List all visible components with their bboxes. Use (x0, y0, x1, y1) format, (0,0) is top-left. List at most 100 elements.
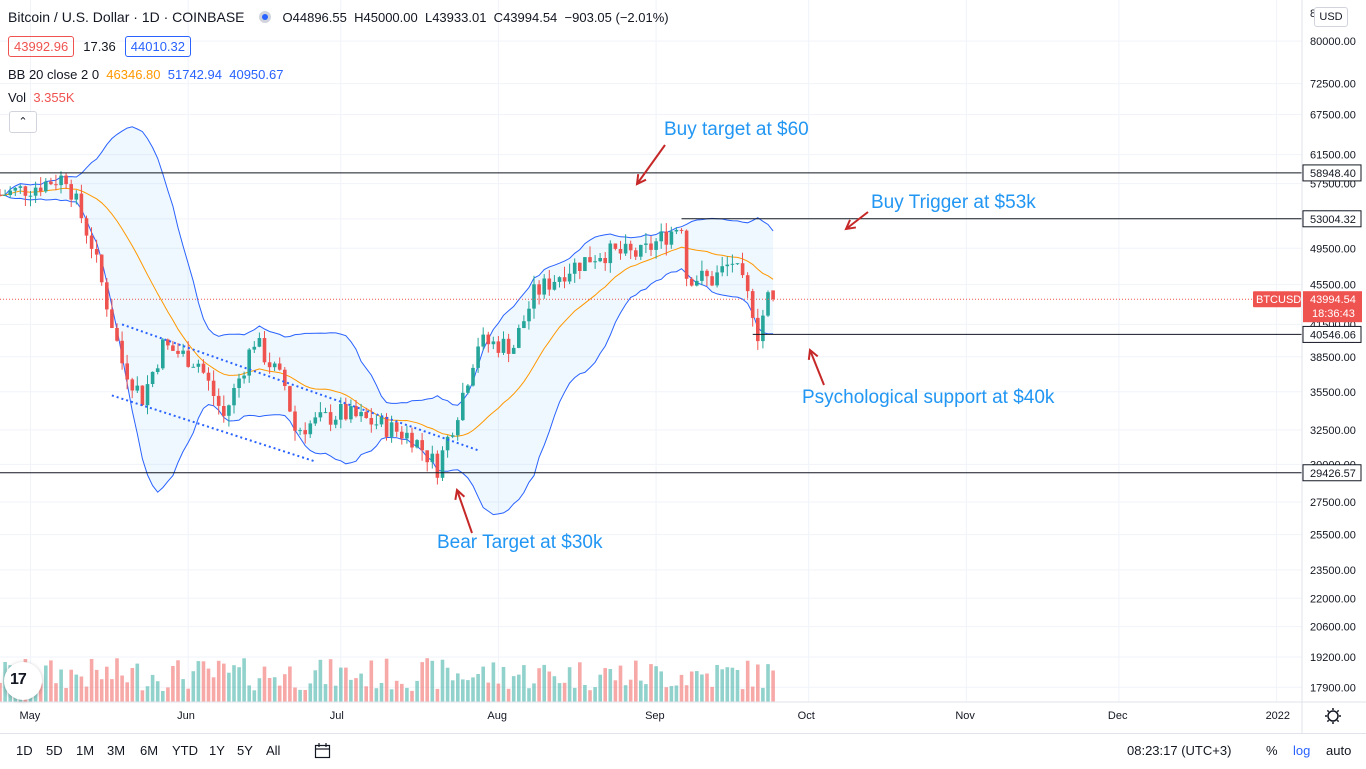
ohlc-readout: O44896.55 H45000.00 L43933.01 C43994.54 … (283, 10, 669, 25)
settings-gear-icon[interactable] (1327, 710, 1339, 722)
vol-label: Vol (8, 90, 27, 105)
candle-body (8, 190, 12, 195)
volume-bar (491, 662, 496, 702)
candle-body (23, 186, 28, 196)
candle-body (740, 263, 745, 276)
candle-body (99, 254, 104, 283)
candle-body (232, 388, 236, 406)
volume-bar (216, 660, 221, 702)
candle-body (267, 362, 272, 368)
volume-bar (761, 687, 765, 702)
volume-bar (639, 680, 643, 702)
candle-body (277, 363, 282, 370)
volume-bar (130, 668, 135, 702)
candle-body (750, 291, 755, 318)
volume-bar (308, 683, 313, 702)
candle-body (623, 243, 628, 254)
bottom-toolbar: 1D 5D 1M 3M 6M YTD 1Y 5Y All 08:23:17 (U… (0, 733, 1366, 769)
volume-bar (562, 682, 567, 702)
tradingview-logo[interactable]: 17 (4, 662, 42, 700)
candle-body (120, 340, 124, 364)
candle-body (130, 379, 135, 391)
range-all[interactable]: All (266, 743, 281, 758)
volume-bar (181, 679, 185, 702)
currency-selector[interactable]: USD (1314, 7, 1348, 27)
candle-body (374, 424, 379, 426)
clock[interactable]: 08:23:17 (UTC+3) (1127, 743, 1232, 758)
annotation-arrow[interactable] (845, 211, 869, 230)
channel-lower-line[interactable] (111, 394, 316, 463)
range-3m[interactable]: 3M (107, 743, 126, 758)
candle-body (654, 241, 658, 250)
candle-body (288, 386, 292, 412)
change-value: −903.05 (−2.01%) (564, 10, 669, 25)
candle-body (583, 257, 587, 271)
volume-bar (79, 676, 84, 702)
time-tick-label: Sep (645, 710, 665, 722)
candle-body (659, 231, 663, 242)
sell-button[interactable]: 43992.96 (8, 35, 75, 57)
candle-body (634, 250, 638, 257)
volume-bar (603, 668, 607, 702)
range-1y[interactable]: 1Y (209, 743, 225, 758)
range-ytd[interactable]: YTD (172, 743, 198, 758)
date-range-icon[interactable] (314, 742, 332, 760)
volume-bar (476, 674, 480, 702)
price-scale-bg (1302, 0, 1366, 733)
close-label: C (493, 10, 504, 25)
bollinger-legend[interactable]: BB 20 close 2 0 46346.80 51742.94 40950.… (8, 67, 283, 82)
market-status-icon (258, 11, 271, 23)
candle-body (689, 278, 694, 286)
candle-body (379, 416, 384, 425)
range-1d[interactable]: 1D (16, 743, 33, 758)
volume-bar (537, 668, 541, 702)
open-value: 44896.55 (292, 10, 347, 25)
volume-bar (542, 664, 546, 702)
candle-body (420, 440, 424, 451)
volume-bar (572, 687, 577, 702)
annotation-arrow[interactable] (636, 144, 666, 185)
candle-body (298, 430, 302, 432)
range-6m[interactable]: 6M (140, 743, 159, 758)
candle-body (400, 431, 404, 439)
volume-legend[interactable]: Vol 3.355K (8, 90, 75, 105)
countdown-label: 18:36:43 (1312, 308, 1355, 320)
candle-body (756, 317, 760, 342)
candle-body (155, 368, 160, 372)
candle-body (293, 411, 297, 431)
level-price-tag (1302, 464, 1362, 482)
volume-bar (349, 679, 353, 702)
high-label: H (354, 10, 364, 25)
price-tick-label: 23500.00 (1310, 565, 1356, 577)
volume-bar (461, 679, 465, 702)
volume-bar (89, 659, 94, 702)
candle-body (171, 345, 175, 351)
volume-bar (608, 669, 613, 702)
volume-bar (277, 685, 282, 702)
volume-bar (323, 684, 328, 702)
time-tick-label: Nov (955, 710, 975, 722)
volume-bar (115, 658, 119, 702)
range-5d[interactable]: 5D (46, 743, 63, 758)
buy-button[interactable]: 44010.32 (124, 35, 192, 57)
collapse-legend-button[interactable]: ⌃ (9, 111, 37, 133)
log-toggle[interactable]: log (1293, 743, 1311, 758)
range-5y[interactable]: 5Y (237, 743, 253, 758)
last-price-tag (1303, 291, 1362, 323)
volume-bar (522, 665, 526, 702)
candle-body (466, 385, 470, 393)
candle-body (135, 385, 140, 391)
close-value: 43994.54 (503, 10, 558, 25)
annotation-arrow[interactable] (456, 489, 473, 534)
volume-bar (634, 660, 638, 702)
percent-toggle[interactable]: % (1266, 743, 1278, 758)
symbol-title[interactable]: Bitcoin / U.S. Dollar · 1D · COINBASE (8, 9, 245, 25)
annotation-text: Buy Trigger at $53k (871, 192, 1036, 213)
auto-toggle[interactable]: auto (1326, 743, 1352, 758)
volume-bar (176, 660, 180, 702)
range-1m[interactable]: 1M (76, 743, 95, 758)
volume-bar (283, 674, 287, 702)
annotation-arrow[interactable] (809, 349, 825, 386)
candle-body (79, 193, 84, 219)
